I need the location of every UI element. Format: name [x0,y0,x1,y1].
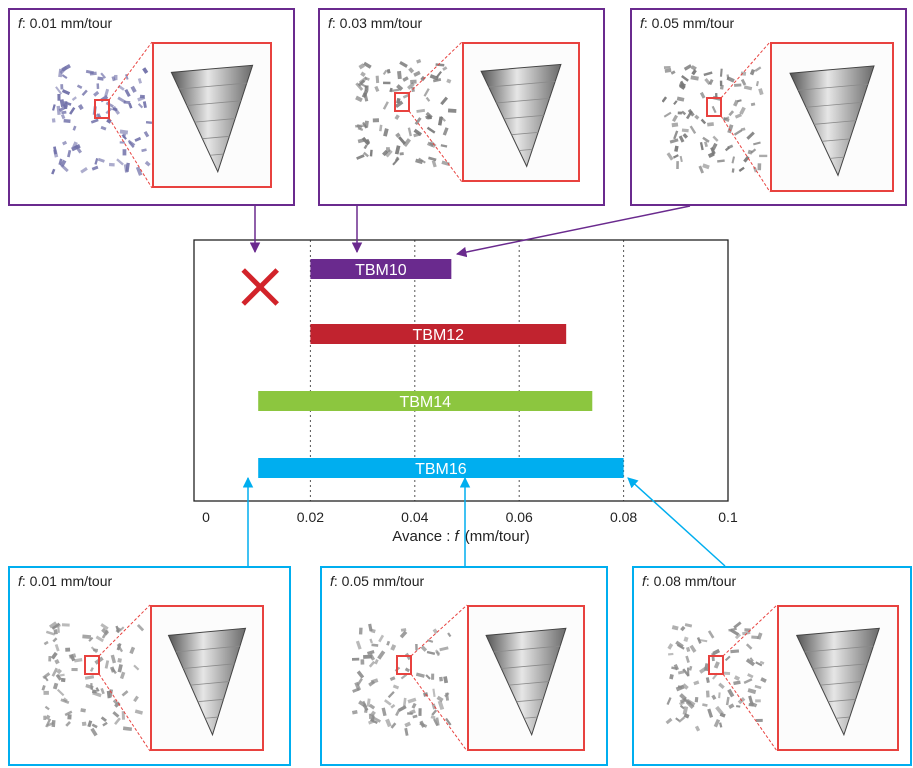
chip-closeup [795,627,881,737]
chips-photo [662,64,768,174]
x-tick-label: 0.08 [610,509,637,525]
image-panel-top-3: f: 0.05 mm/tour [630,8,907,206]
zoomed-chip-image [152,42,272,188]
zoomed-chip-image [150,605,264,751]
bar-label: TBM16 [415,461,467,478]
panel-label-var: f [642,573,646,589]
panel-label: f: 0.05 mm/tour [330,573,424,589]
panel-label-text: : 0.01 mm/tour [21,15,113,31]
panel-label-text: : 0.08 mm/tour [645,573,737,589]
zoom-region-box [394,92,410,112]
grid-lines [309,240,625,501]
zoomed-chip-image [467,605,585,751]
zoomed-chip-image [777,605,899,751]
panel-label-text: : 0.05 mm/tour [333,573,425,589]
image-panel-top-2: f: 0.03 mm/tour [318,8,605,206]
zoom-region-box [84,655,100,675]
panel-label: f: 0.08 mm/tour [642,573,736,589]
bar-tbm16 [258,458,624,478]
bars: TBM10 TBM12 TBM14 TBM16 [258,259,624,478]
chips-photo [665,621,767,732]
zoom-connector [108,41,153,189]
panel-label: f: 0.03 mm/tour [328,15,422,31]
panel-label: f: 0.05 mm/tour [640,15,734,31]
panel-label-text: : 0.03 mm/tour [331,15,423,31]
plot-frame [193,239,729,502]
zoom-connector [410,604,468,752]
bar-label: TBM10 [355,262,407,279]
panel-label-text: : 0.01 mm/tour [21,573,113,589]
panel-label-text: : 0.05 mm/tour [643,15,735,31]
x-ticks: 0 0.02 0.04 0.06 0.08 0.1 [202,509,738,525]
image-panel-bottom-2: f: 0.05 mm/tour [320,566,608,766]
image-panel-bottom-1: f: 0.01 mm/tour [8,566,291,766]
chip-closeup [170,64,254,174]
panel-arrow [455,205,691,258]
chip-closeup [167,627,247,737]
chips-photo [355,59,457,168]
zoom-region-box [396,655,412,675]
x-axis-label-prefix: Avance : [392,528,454,545]
chips-photo [352,623,452,736]
zoom-connector [722,604,778,752]
reject-x-stroke [241,268,279,306]
reject-marker [241,268,279,306]
panel-label-var: f [328,15,332,31]
zoom-connector [408,41,463,183]
panel-label: f: 0.01 mm/tour [18,15,112,31]
zoomed-chip-image [462,42,580,182]
x-tick-label: 0.1 [718,509,738,525]
bar-tbm12 [310,324,567,344]
panel-arrow [627,477,726,567]
x-tick-label: 0 [202,509,210,525]
chip-closeup [789,65,875,177]
zoomed-chip-image [770,42,894,192]
arrows [242,205,726,567]
x-axis-label-unit: (mm/tour) [465,528,530,545]
bar-label: TBM12 [413,327,465,344]
zoom-connector [720,41,771,193]
panel-label-var: f [330,573,334,589]
x-axis-label-var: f [455,528,461,545]
panel-label: f: 0.01 mm/tour [18,573,112,589]
zoom-region-box [94,99,110,119]
panel-label-var: f [18,573,22,589]
chips-photo [41,621,145,737]
image-panel-bottom-3: f: 0.08 mm/tour [632,566,912,766]
bar-tbm14 [258,391,593,411]
panel-label-var: f [18,15,22,31]
x-axis-label: Avance : f (mm/tour) [392,528,529,545]
x-tick-label: 0.04 [401,509,428,525]
zoom-region-box [708,655,724,675]
x-tick-label: 0.06 [506,509,533,525]
bar-label: TBM14 [399,394,451,411]
panel-label-var: f [640,15,644,31]
chip-closeup [485,627,567,737]
bar-tbm10 [310,259,452,279]
chips-photo [51,64,153,176]
x-tick-label: 0.02 [297,509,324,525]
image-panel-top-1: f: 0.01 mm/tour [8,8,295,206]
chip-closeup [480,63,562,168]
zoom-region-box [706,97,722,117]
zoom-connector [98,604,151,752]
